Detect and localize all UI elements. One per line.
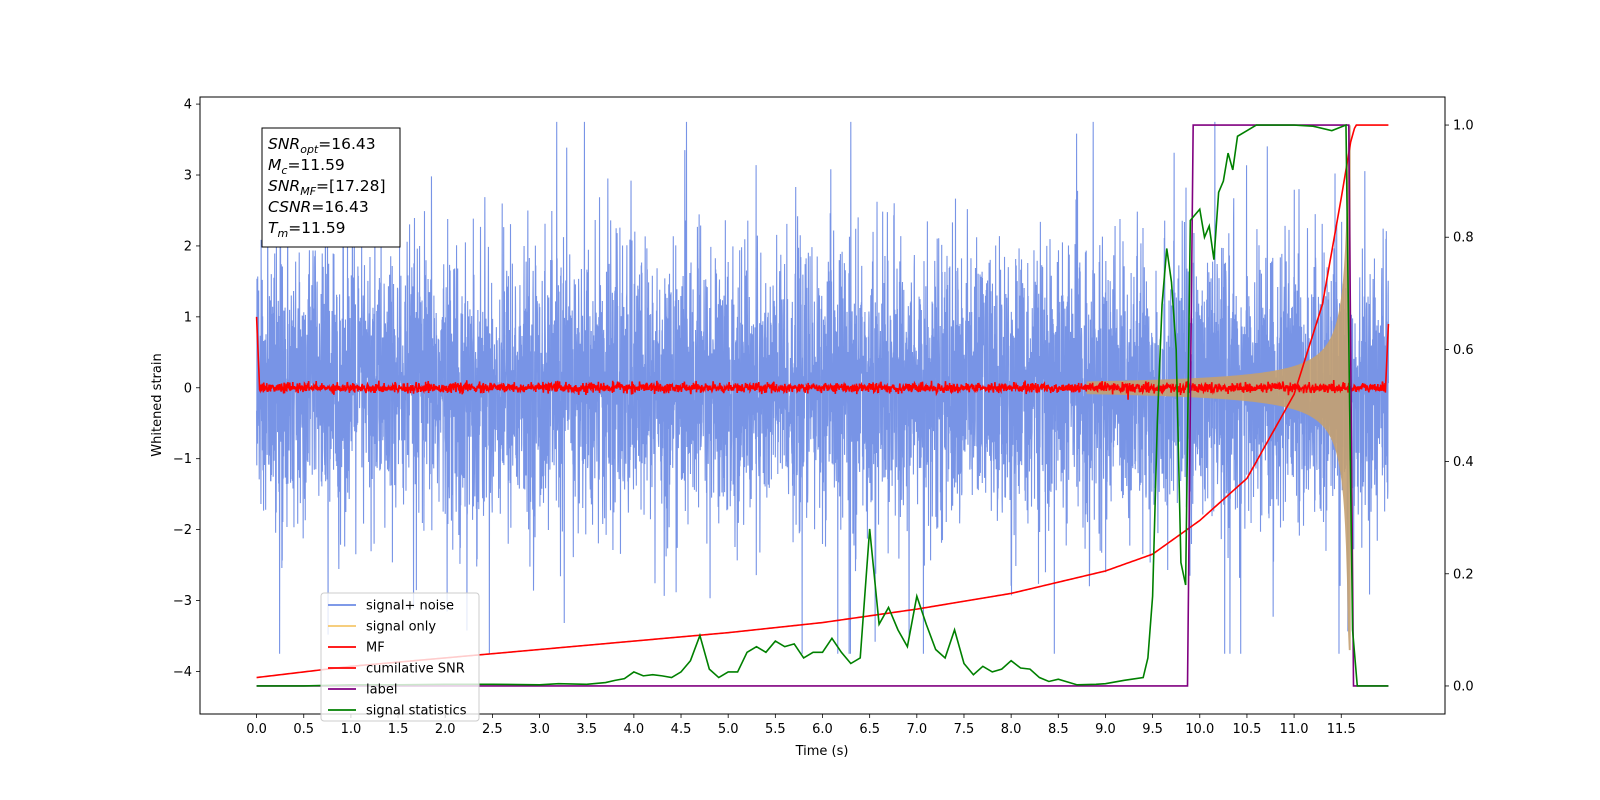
- annotation-value: =11.59: [288, 219, 345, 237]
- annotation-symbol: SNR: [268, 135, 300, 153]
- x-tick-label: 10.0: [1185, 722, 1214, 737]
- annotation-line: Tm=11.59: [268, 219, 346, 240]
- legend: signal+ noise signal only MF cumilative SNR…: [320, 592, 480, 722]
- legend-label: MF: [366, 641, 385, 656]
- annotation-symbol: CSNR: [268, 198, 311, 216]
- legend-label: cumilative SNR: [366, 662, 465, 677]
- x-tick-label: 9.0: [1095, 722, 1116, 737]
- x-tick-label: 7.0: [906, 722, 927, 737]
- series-signal-noise-line: [256, 121, 1389, 654]
- y-tick-label: −3: [173, 594, 192, 609]
- y2-tick-label: 0.0: [1453, 679, 1474, 694]
- x-axis-label: Time (s): [795, 744, 849, 759]
- x-tick-label: 2.5: [482, 722, 503, 737]
- y-tick-label: 2: [184, 239, 192, 254]
- y-tick-label: −2: [173, 523, 192, 538]
- annotation-value: =16.43: [318, 135, 375, 153]
- axis-ticks: 0.0 0.5 1.0 1.5 2.0 2.5 3.0 3.5 4.0 4.5 5.0 5.5 6.0 6…: [173, 98, 1474, 737]
- series-signal-statistics-line: [256, 123, 1389, 687]
- annotation-line: CSNR=16.43: [268, 198, 369, 216]
- x-tick-label: 11.5: [1327, 722, 1356, 737]
- legend-label: label: [366, 683, 397, 698]
- x-tick-label: 10.5: [1232, 722, 1261, 737]
- y-tick-label: 0: [184, 381, 192, 396]
- y2-tick-label: 0.4: [1453, 455, 1474, 470]
- x-tick-label: 11.0: [1280, 722, 1309, 737]
- x-tick-label: 3.0: [529, 722, 550, 737]
- legend-label: signal statistics: [366, 704, 467, 719]
- x-tick-label: 6.5: [859, 722, 880, 737]
- y-tick-label: 3: [184, 169, 192, 184]
- series-mf-line: [255, 316, 1390, 400]
- legend-frame: [320, 592, 480, 722]
- y-tick-label: 1: [184, 310, 192, 325]
- annotation-subscript: m: [277, 227, 288, 240]
- annotation-subscript: opt: [300, 143, 319, 156]
- legend-label: signal+ noise: [366, 599, 454, 614]
- annotation-line: SNRopt=16.43: [268, 135, 376, 156]
- x-tick-label: 7.5: [954, 722, 975, 737]
- x-tick-label: 3.5: [576, 722, 597, 737]
- annotation-symbol: T: [268, 219, 279, 237]
- annotation-subscript: c: [281, 164, 287, 177]
- y-axis-label: Whitened strain: [150, 353, 165, 456]
- x-tick-label: 1.0: [341, 722, 362, 737]
- x-tick-label: 1.5: [388, 722, 409, 737]
- annotation-line: Mc=11.59: [268, 156, 345, 177]
- x-tick-label: 0.5: [293, 722, 314, 737]
- x-tick-label: 5.5: [765, 722, 786, 737]
- y2-tick-label: 0.6: [1453, 343, 1474, 358]
- y-tick-label: −4: [173, 665, 192, 680]
- annotation-value: =[17.28]: [316, 177, 385, 195]
- annotation-symbol: SNR: [268, 177, 300, 195]
- annotation-box: SNRopt=16.43Mc=11.59SNRMF=[17.28]CSNR=16…: [261, 127, 401, 248]
- legend-label: signal only: [366, 620, 436, 635]
- x-tick-label: 2.0: [435, 722, 456, 737]
- x-tick-label: 4.0: [624, 722, 645, 737]
- annotation-frame: [261, 127, 401, 248]
- x-tick-label: 5.0: [718, 722, 739, 737]
- x-tick-label: 4.5: [671, 722, 692, 737]
- annotation-value: =16.43: [311, 198, 368, 216]
- x-tick-label: 0.0: [246, 722, 267, 737]
- y2-tick-label: 1.0: [1453, 119, 1474, 134]
- annotation-value: =11.59: [287, 156, 344, 174]
- y2-tick-label: 0.2: [1453, 567, 1474, 582]
- y2-tick-label: 0.8: [1453, 231, 1474, 246]
- x-tick-label: 6.0: [812, 722, 833, 737]
- annotation-line: SNRMF=[17.28]: [268, 177, 386, 198]
- annotation-symbol: M: [268, 156, 281, 174]
- y-tick-label: −1: [173, 452, 192, 467]
- x-tick-label: 8.0: [1001, 722, 1022, 737]
- annotation-subscript: MF: [300, 185, 316, 198]
- x-tick-label: 9.5: [1142, 722, 1163, 737]
- x-tick-label: 8.5: [1048, 722, 1069, 737]
- y-tick-label: 4: [184, 98, 192, 113]
